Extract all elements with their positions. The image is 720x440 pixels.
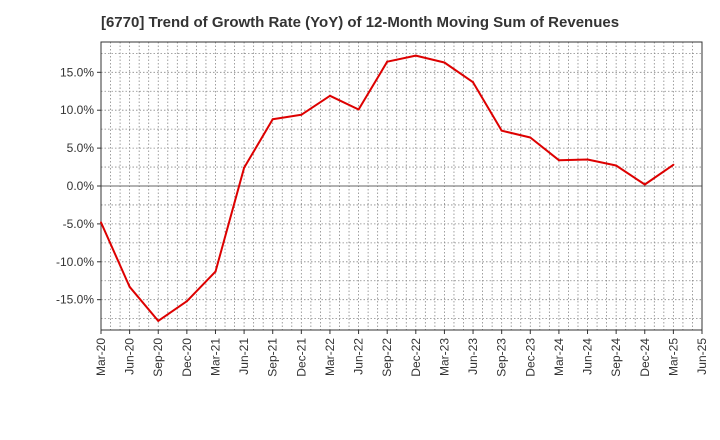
x-tick-label: Dec-20	[180, 338, 194, 377]
y-tick-label: -10.0%	[56, 255, 94, 269]
data-point	[672, 163, 675, 166]
data-point	[271, 118, 274, 121]
data-point	[128, 285, 131, 288]
data-point	[500, 129, 503, 132]
data-point	[529, 136, 532, 139]
x-tick-label: Dec-22	[409, 338, 423, 377]
x-tick-label: Mar-24	[552, 338, 566, 376]
x-tick-label: Sep-23	[495, 338, 509, 377]
x-tick-label: Jun-20	[123, 338, 137, 375]
x-tick-label: Jun-24	[581, 338, 595, 375]
y-tick-label: -15.0%	[56, 293, 94, 307]
data-point	[357, 108, 360, 111]
y-tick-label: -5.0%	[63, 217, 95, 231]
data-point	[472, 81, 475, 84]
data-point	[557, 159, 560, 162]
x-tick-label: Sep-20	[151, 338, 165, 377]
x-tick-label: Sep-21	[266, 338, 280, 377]
data-point	[157, 319, 160, 322]
data-point	[386, 60, 389, 63]
x-tick-label: Jun-25	[695, 338, 709, 375]
y-tick-label: 0.0%	[67, 179, 95, 193]
x-tick-label: Mar-25	[666, 338, 680, 376]
x-tick-label: Dec-24	[638, 338, 652, 377]
x-tick-label: Mar-21	[208, 338, 222, 376]
y-tick-label: 10.0%	[60, 103, 94, 117]
x-tick-label: Mar-23	[437, 338, 451, 376]
data-point	[185, 300, 188, 303]
x-tick-label: Jun-22	[352, 338, 366, 375]
y-tick-label: 15.0%	[60, 65, 94, 79]
data-point	[100, 221, 102, 224]
x-tick-label: Sep-24	[609, 338, 623, 377]
data-point	[328, 94, 331, 97]
data-point	[300, 113, 303, 116]
data-point	[586, 158, 589, 161]
chart-title: [6770] Trend of Growth Rate (YoY) of 12-…	[100, 14, 620, 31]
x-tick-label: Dec-23	[523, 338, 537, 377]
data-point	[643, 183, 646, 186]
data-point	[414, 54, 417, 57]
y-tick-label: 5.0%	[67, 141, 95, 155]
x-tick-label: Sep-22	[380, 338, 394, 377]
data-point	[615, 164, 618, 167]
x-tick-label: Jun-23	[466, 338, 480, 375]
x-tick-label: Jun-21	[237, 338, 251, 375]
x-tick-label: Mar-20	[94, 338, 108, 376]
x-tick-label: Dec-21	[294, 338, 308, 377]
x-tick-label: Mar-22	[323, 338, 337, 376]
data-point	[443, 61, 446, 64]
data-point	[243, 166, 246, 169]
data-point	[214, 270, 217, 273]
